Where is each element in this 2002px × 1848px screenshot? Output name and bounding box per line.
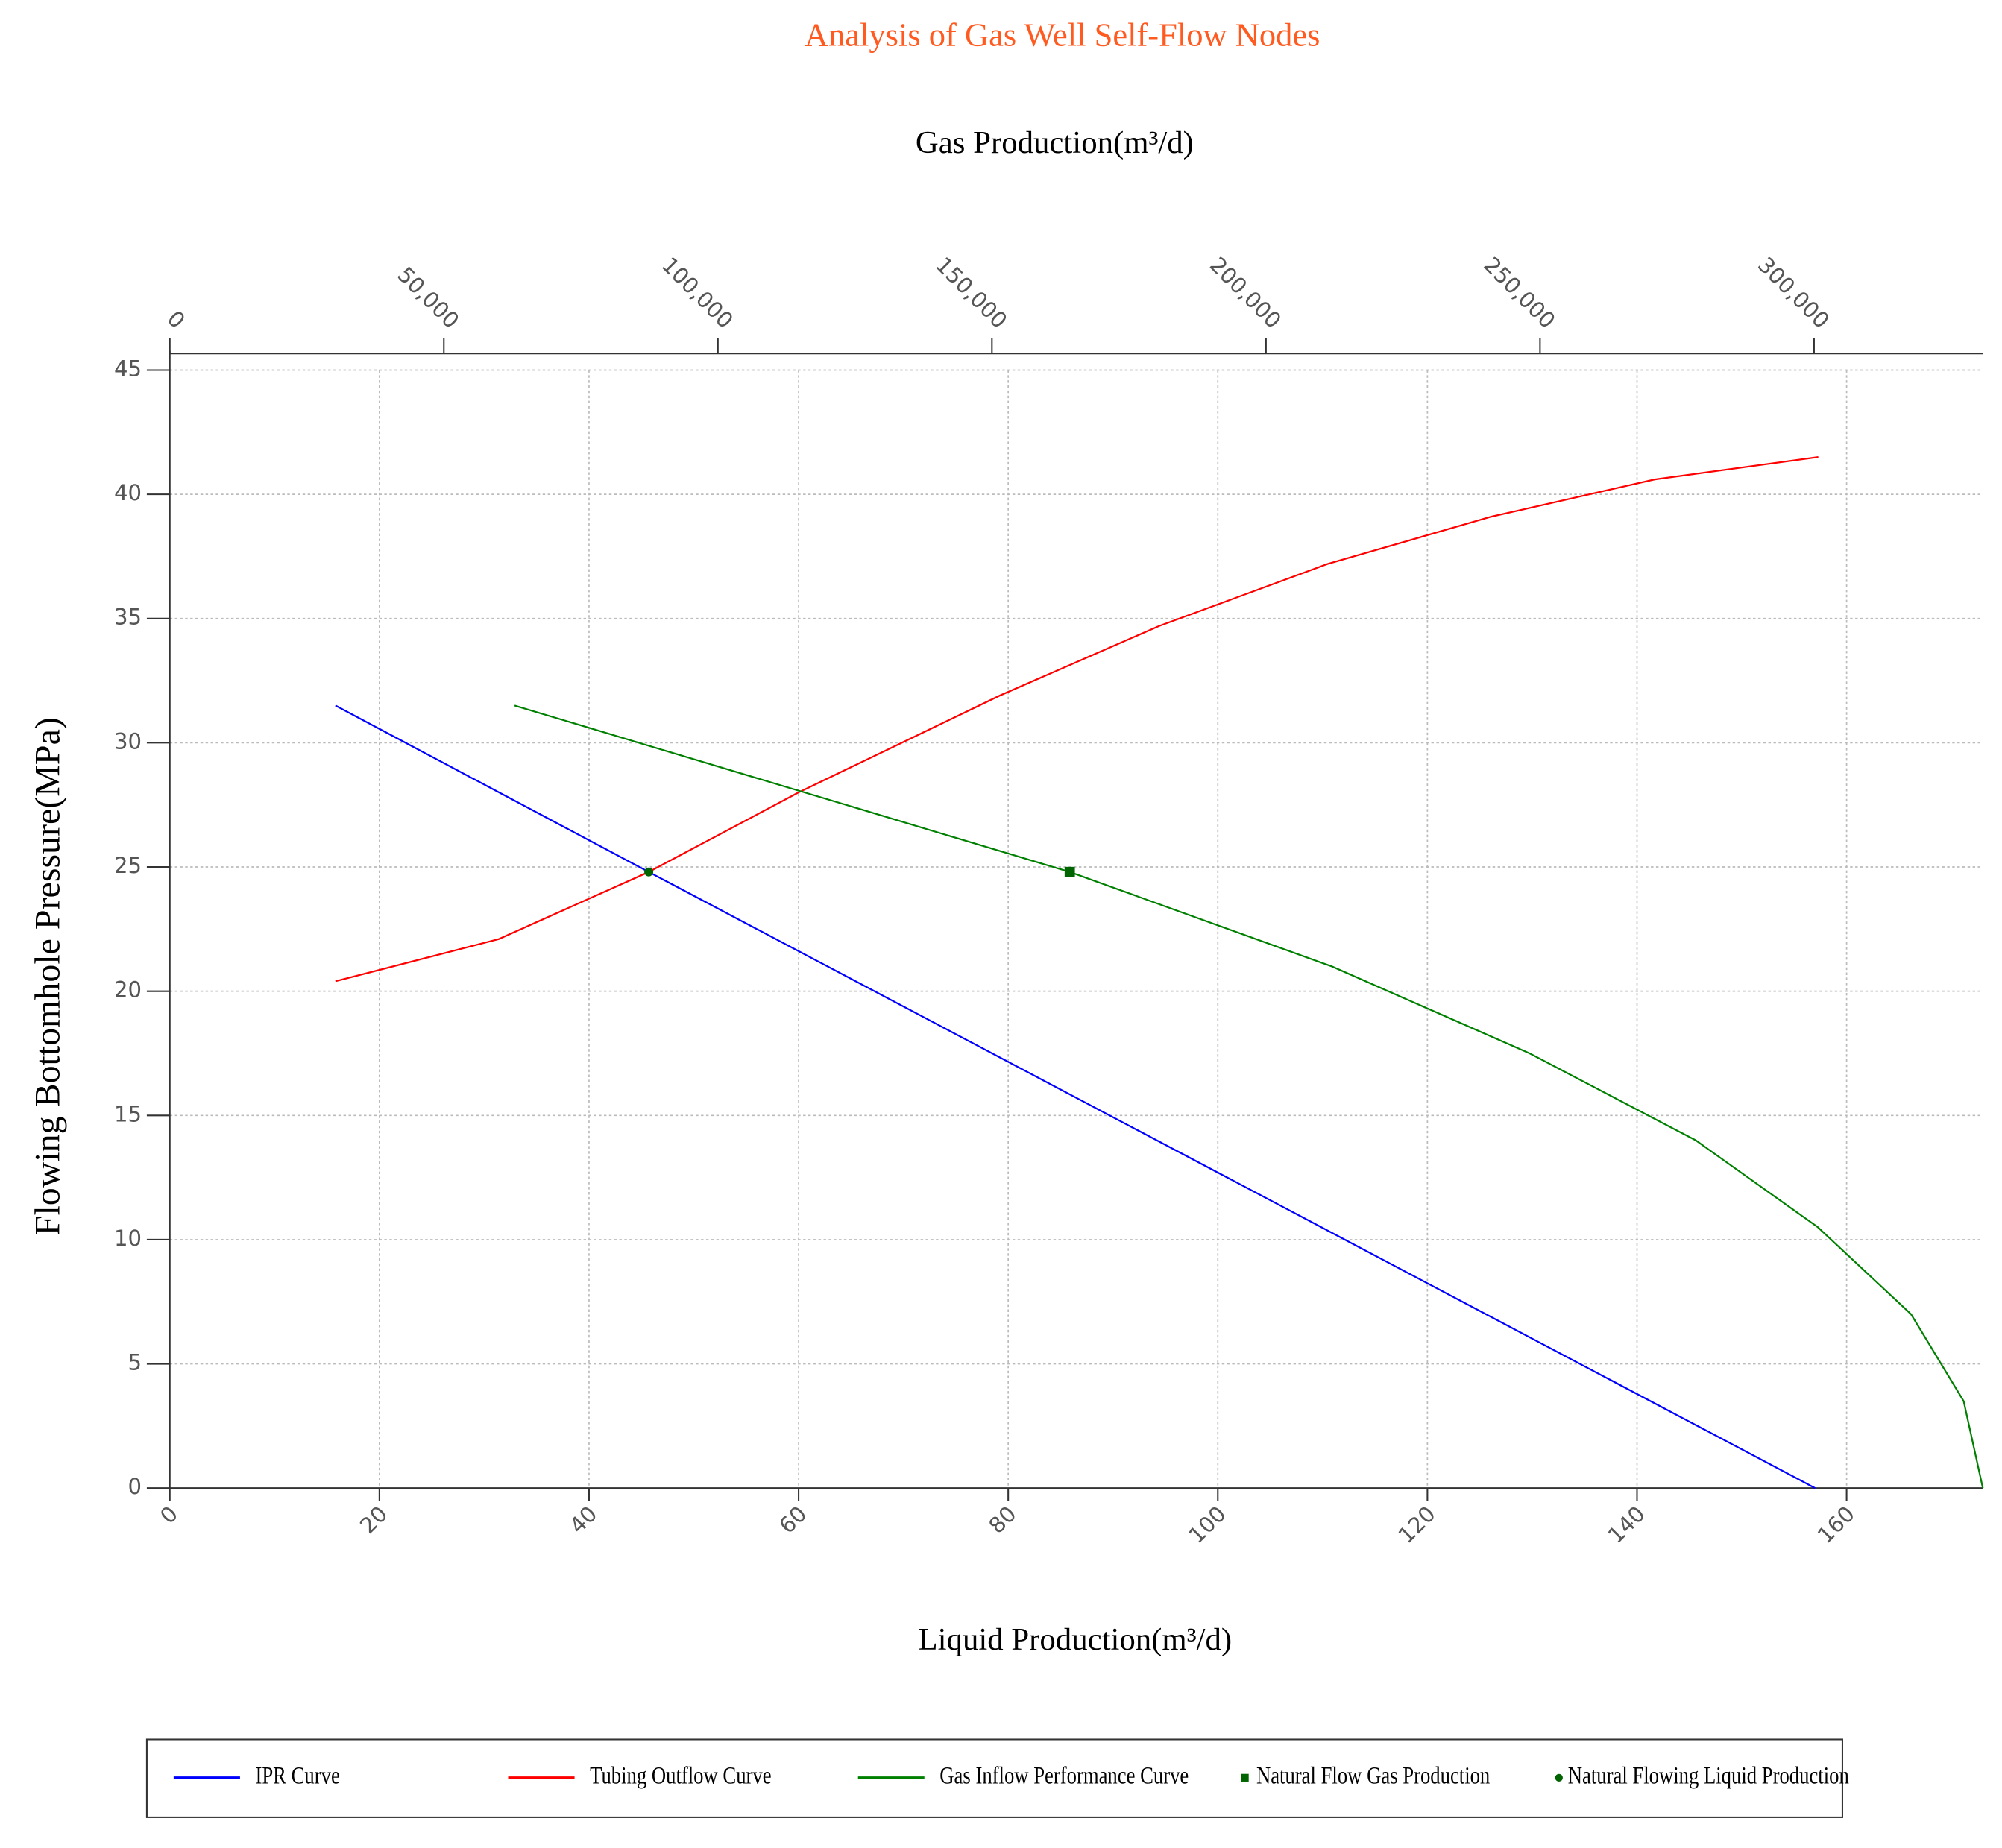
legend-label: IPR Curve: [255, 1762, 339, 1789]
x2-tick-label: 300,000: [1753, 252, 1834, 333]
y-tick-label: 15: [114, 1101, 142, 1126]
x2-tick-label: 200,000: [1205, 252, 1286, 333]
x-tick-label: 160: [1813, 1501, 1860, 1548]
x-tick-label: 0: [155, 1501, 183, 1529]
legend-swatch: [1555, 1773, 1563, 1782]
y-tick-label: 0: [128, 1474, 142, 1499]
x-tick-label: 120: [1394, 1501, 1441, 1548]
y-tick-label: 35: [114, 605, 142, 630]
y-tick-label: 10: [114, 1226, 142, 1251]
y-tick-label: 25: [114, 853, 142, 878]
x-axis-title: Liquid Production(m³/d): [919, 1622, 1233, 1657]
x-tick-label: 140: [1603, 1501, 1650, 1548]
legend-label: Tubing Outflow Curve: [590, 1762, 771, 1789]
y-tick-label: 20: [114, 977, 142, 1003]
y-tick-label: 45: [114, 356, 142, 381]
line-series: [335, 704, 1816, 1489]
line-series: [514, 704, 1984, 1489]
y-tick-label: 40: [114, 480, 142, 505]
legend-label: Natural Flow Gas Production: [1256, 1762, 1490, 1789]
legend-box: [145, 1738, 1843, 1818]
line-series: [335, 456, 1819, 983]
x2-axis-title: Gas Production(m³/d): [916, 125, 1194, 160]
x-tick-label: 20: [355, 1501, 392, 1539]
point-marker: [644, 867, 654, 877]
x-tick-label: 100: [1183, 1501, 1230, 1548]
x2-tick-label: 0: [163, 306, 190, 333]
point-marker: [1064, 866, 1075, 877]
legend-swatch: [1241, 1773, 1249, 1782]
y-tick-label: 30: [114, 728, 142, 754]
legend-label: Natural Flowing Liquid Production: [1568, 1762, 1849, 1789]
legend-label: Gas Inflow Performance Curve: [939, 1762, 1189, 1789]
x2-tick-label: 150,000: [931, 252, 1012, 333]
x2-tick-label: 50,000: [392, 262, 464, 333]
x-tick-label: 40: [564, 1501, 602, 1539]
y-tick-label: 5: [128, 1350, 142, 1375]
chart-title: Analysis of Gas Well Self-Flow Nodes: [805, 16, 1320, 54]
x2-tick-label: 250,000: [1479, 252, 1560, 333]
x-tick-label: 60: [774, 1501, 811, 1539]
y-axis-title: Flowing Bottomhole Pressure(MPa): [28, 717, 67, 1235]
x-tick-label: 80: [983, 1501, 1021, 1539]
x2-tick-label: 100,000: [657, 252, 738, 333]
